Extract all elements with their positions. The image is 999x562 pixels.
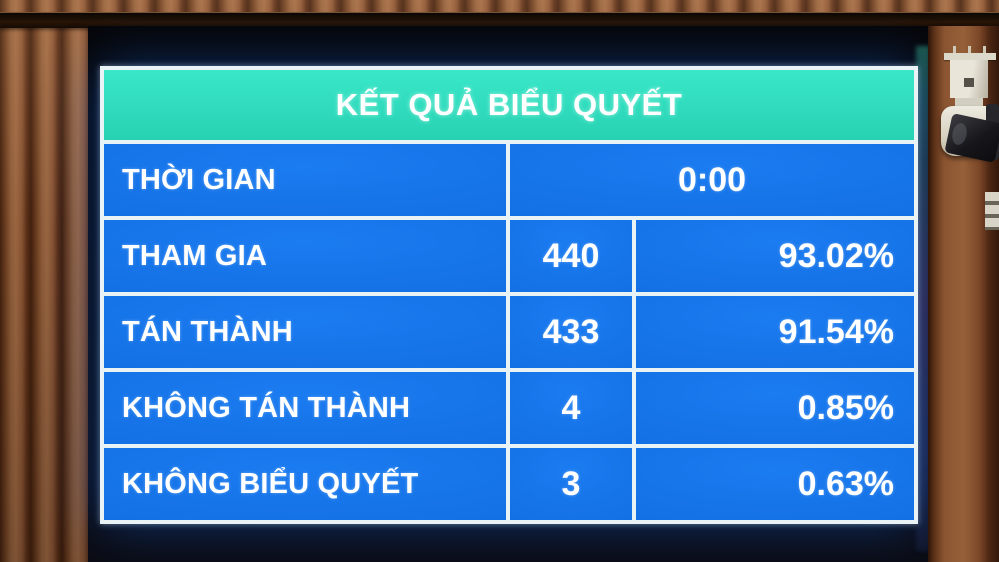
time-row-label: THỜI GIAN [104,144,506,216]
row-approve-count: 433 [510,296,632,368]
wall-rail-groove [0,12,999,28]
row-abstain-label: KHÔNG BIỂU QUYẾT [104,448,506,520]
security-camera-icon [941,46,999,236]
vote-results-board: KẾT QUẢ BIỂU QUYẾT THỜI GIAN 0:00 THAM G… [100,66,918,524]
led-screen: KẾT QUẢ BIỂU QUYẾT THỜI GIAN 0:00 THAM G… [88,26,930,562]
camera-mount-plate [944,53,996,60]
row-approve-percent: 91.54% [636,296,914,368]
row-disapprove-percent: 0.85% [636,372,914,444]
row-participated-percent: 93.02% [636,220,914,292]
row-approve-label: TÁN THÀNH [104,296,506,368]
board-title: KẾT QUẢ BIỂU QUYẾT [104,70,914,140]
row-abstain-count: 3 [510,448,632,520]
row-participated-count: 440 [510,220,632,292]
camera-wall-bracket [985,192,999,230]
row-disapprove-count: 4 [510,372,632,444]
camera-neck [955,98,983,108]
row-disapprove-label: KHÔNG TÁN THÀNH [104,372,506,444]
time-row-value: 0:00 [510,144,914,216]
camera-mount-pin [953,46,956,54]
screen-edge-reflection [916,46,930,551]
camera-mount-box [950,60,988,98]
row-abstain-percent: 0.63% [636,448,914,520]
camera-mount-pin [968,46,971,54]
row-participated-label: THAM GIA [104,220,506,292]
camera-mount-pin [983,46,986,54]
